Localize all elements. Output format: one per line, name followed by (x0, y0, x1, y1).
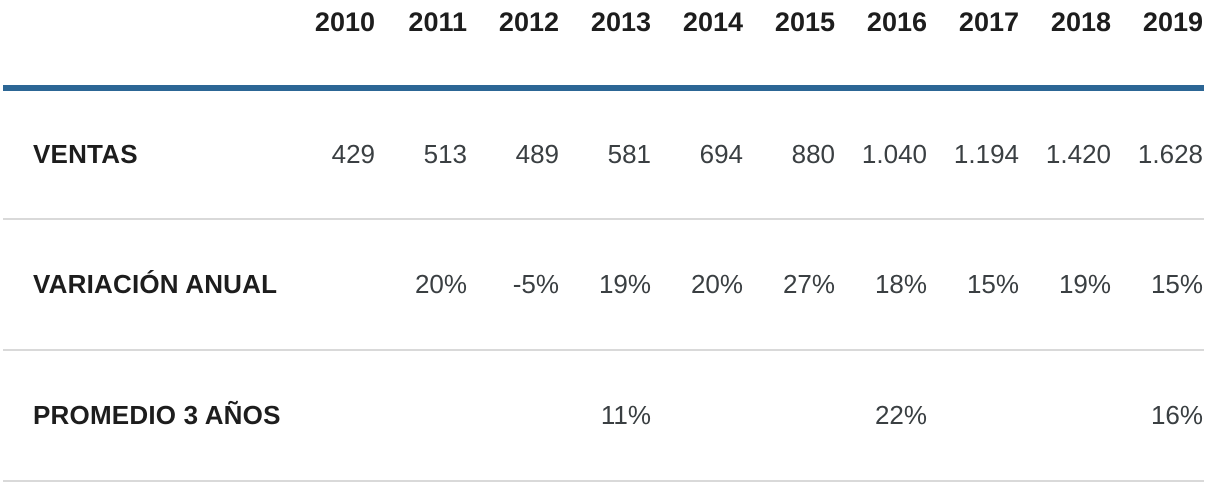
table-head: 2010 2011 2012 2013 2014 2015 2016 2017 2018 2019 (3, 0, 1204, 91)
value-cell: 489 (515, 139, 559, 169)
value-cell (468, 350, 560, 481)
value-cell: 1.194 (953, 139, 1019, 169)
year-header-2015: 2015 (744, 0, 836, 91)
value-cell: 429 (331, 139, 375, 169)
value-cell: 20% (414, 269, 467, 299)
value-cell: 1.040 (861, 139, 927, 169)
value-cell: 22% (874, 400, 927, 430)
year-header-2016: 2016 (836, 0, 928, 91)
value-cell: 15% (1150, 269, 1203, 299)
value-cell: 1.420 (1045, 139, 1111, 169)
row-label: PROMEDIO 3 AÑOS (33, 400, 281, 430)
year-header-2014: 2014 (652, 0, 744, 91)
year-header-row: 2010 2011 2012 2013 2014 2015 2016 2017 2018 2019 (3, 0, 1204, 91)
row-label: VARIACIÓN ANUAL (33, 269, 278, 299)
row-label-header (3, 0, 284, 91)
value-cell (652, 350, 744, 481)
row-label: VENTAS (33, 139, 138, 169)
table-row: VARIACIÓN ANUAL 20% -5% 19% 20% 27% 18% 15% 19% 1… (3, 219, 1204, 350)
table-row: VENTAS 429 513 489 581 694 880 1.040 1.194 1.420 1… (3, 88, 1204, 219)
year-header-2018: 2018 (1020, 0, 1112, 91)
year-header-2013: 2013 (560, 0, 652, 91)
value-cell: 19% (1058, 269, 1111, 299)
value-cell (284, 219, 376, 350)
value-cell (928, 350, 1020, 481)
table-row: PROMEDIO 3 AÑOS 11% 22% 16% (3, 350, 1204, 481)
year-header-2011: 2011 (376, 0, 468, 91)
value-cell: 694 (699, 139, 743, 169)
year-header-2017: 2017 (928, 0, 1020, 91)
value-cell (1020, 350, 1112, 481)
sales-table: 2010 2011 2012 2013 2014 2015 2016 2017 2018 2019… (3, 0, 1204, 482)
value-cell: 15% (966, 269, 1019, 299)
year-header-2019: 2019 (1112, 0, 1204, 91)
value-cell: 880 (791, 139, 835, 169)
value-cell: -5% (512, 269, 559, 299)
year-header-2010: 2010 (284, 0, 376, 91)
value-cell: 11% (600, 400, 651, 430)
value-cell: 18% (874, 269, 927, 299)
value-cell: 27% (782, 269, 835, 299)
value-cell (284, 350, 376, 481)
table-body: VENTAS 429 513 489 581 694 880 1.040 1.194 1.420 1… (3, 88, 1204, 481)
value-cell (744, 350, 836, 481)
year-header-2012: 2012 (468, 0, 560, 91)
value-cell: 581 (607, 139, 651, 169)
value-cell: 1.628 (1137, 139, 1203, 169)
value-cell (376, 350, 468, 481)
value-cell: 513 (423, 139, 467, 169)
value-cell: 16% (1150, 400, 1203, 430)
value-cell: 20% (690, 269, 743, 299)
value-cell: 19% (598, 269, 651, 299)
